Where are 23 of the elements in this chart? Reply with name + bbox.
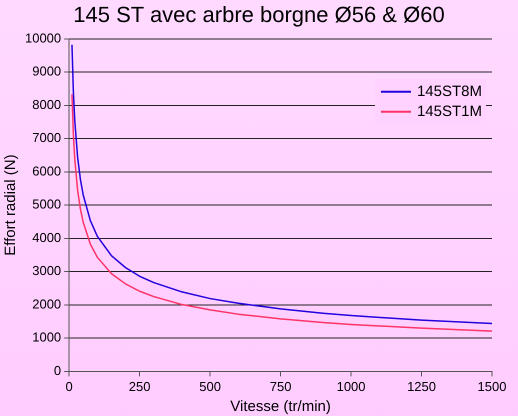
y-tick-label: 2000: [32, 296, 62, 312]
y-tick-label: 7000: [32, 130, 62, 146]
y-tick-label: 6000: [32, 163, 62, 178]
x-tick-label: 250: [128, 378, 150, 394]
chart-title: 145 ST avec arbre borgne Ø56 & Ø60: [72, 2, 446, 28]
x-tick-label: 0: [66, 378, 73, 394]
y-tick-label: 10000: [24, 30, 62, 46]
x-tick-label: 750: [270, 378, 292, 394]
y-tick-label: 9000: [32, 64, 62, 79]
y-tick-label: 0: [54, 362, 62, 378]
x-tick-label: 1000: [336, 378, 366, 394]
y-tick-label: 3000: [32, 263, 62, 278]
y-tick-label: 5000: [32, 196, 62, 212]
y-tick-label: 8000: [32, 96, 62, 112]
x-tick-label: 1500: [478, 378, 506, 394]
x-axis-title: Vitesse (tr/min): [230, 398, 331, 416]
legend-label: 145ST1M: [416, 102, 482, 120]
y-tick-label: 4000: [32, 230, 62, 245]
y-tick-label: 1000: [32, 330, 62, 345]
legend-label: 145ST8M: [416, 82, 482, 100]
x-tick-label: 500: [199, 378, 221, 394]
y-axis-title: Effort radial (N): [2, 154, 20, 256]
x-tick-label: 1250: [407, 378, 436, 394]
